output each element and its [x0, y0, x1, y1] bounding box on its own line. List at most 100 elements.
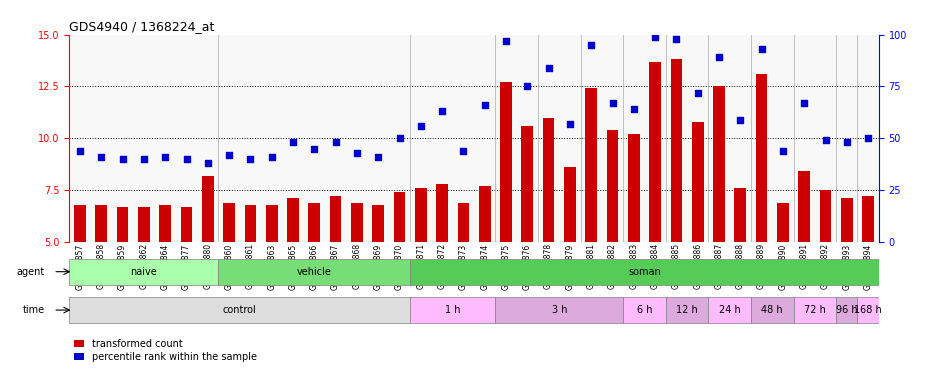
Point — [265, 154, 279, 160]
Text: control: control — [223, 305, 256, 315]
Bar — [798, 171, 810, 242]
Bar — [180, 207, 192, 242]
Bar — [437, 184, 448, 242]
Bar — [373, 205, 384, 242]
Point — [286, 139, 301, 146]
Point — [626, 106, 641, 112]
Point — [499, 38, 513, 44]
Bar — [69, 297, 410, 323]
Bar — [69, 259, 218, 285]
Point — [669, 36, 684, 42]
Bar — [415, 188, 426, 242]
Bar — [666, 297, 709, 323]
Text: soman: soman — [628, 266, 660, 277]
Text: 24 h: 24 h — [719, 305, 741, 315]
Bar — [496, 297, 623, 323]
Bar — [734, 188, 746, 242]
Text: 96 h: 96 h — [836, 305, 857, 315]
Bar — [713, 86, 725, 242]
Text: 48 h: 48 h — [761, 305, 783, 315]
Point — [371, 154, 386, 160]
Bar — [265, 205, 278, 242]
Bar — [777, 202, 789, 242]
Text: time: time — [23, 305, 45, 315]
Bar — [117, 207, 129, 242]
Bar — [218, 259, 410, 285]
Point — [648, 33, 662, 40]
Bar — [329, 196, 341, 242]
Point — [839, 139, 854, 146]
Text: naive: naive — [130, 266, 157, 277]
Point — [94, 154, 109, 160]
Text: GDS4940 / 1368224_at: GDS4940 / 1368224_at — [69, 20, 215, 33]
Point — [818, 137, 833, 143]
Bar — [223, 202, 235, 242]
Point — [350, 150, 364, 156]
Point — [690, 89, 705, 96]
Point — [711, 54, 726, 60]
Point — [456, 147, 471, 154]
Point — [137, 156, 152, 162]
Bar — [607, 130, 619, 242]
Bar — [352, 202, 363, 242]
Point — [222, 152, 237, 158]
Bar — [857, 297, 879, 323]
Bar — [410, 297, 496, 323]
Point — [392, 135, 407, 141]
Bar — [159, 205, 171, 242]
Bar — [410, 259, 879, 285]
Point — [860, 135, 875, 141]
Text: vehicle: vehicle — [297, 266, 332, 277]
Bar — [522, 126, 533, 242]
Bar — [820, 190, 832, 242]
Bar — [287, 199, 299, 242]
Point — [796, 100, 811, 106]
Bar — [138, 207, 150, 242]
Bar — [586, 88, 597, 242]
Point — [775, 147, 790, 154]
Point — [413, 123, 428, 129]
Point — [754, 46, 769, 52]
Point — [201, 160, 216, 166]
Bar — [751, 297, 794, 323]
Bar — [862, 196, 874, 242]
Text: agent: agent — [17, 266, 45, 277]
Bar — [841, 199, 853, 242]
Bar — [756, 74, 768, 242]
Bar — [623, 297, 666, 323]
Bar — [628, 134, 640, 242]
Point — [158, 154, 173, 160]
Point — [179, 156, 194, 162]
Text: 168 h: 168 h — [854, 305, 882, 315]
Point — [605, 100, 620, 106]
Point — [243, 156, 258, 162]
Bar — [794, 297, 836, 323]
Text: 1 h: 1 h — [445, 305, 461, 315]
Bar — [709, 297, 751, 323]
Bar — [836, 297, 857, 323]
Bar — [202, 175, 214, 242]
Point — [584, 42, 598, 48]
Bar — [74, 205, 86, 242]
Point — [541, 65, 556, 71]
Point — [562, 121, 577, 127]
Bar — [308, 202, 320, 242]
Bar — [671, 60, 683, 242]
Bar — [500, 82, 512, 242]
Point — [116, 156, 130, 162]
Point — [328, 139, 343, 146]
Bar — [543, 118, 554, 242]
Text: 72 h: 72 h — [804, 305, 826, 315]
Text: 12 h: 12 h — [676, 305, 698, 315]
Legend: transformed count, percentile rank within the sample: transformed count, percentile rank withi… — [74, 339, 257, 362]
Bar — [649, 61, 661, 242]
Bar — [458, 202, 469, 242]
Bar — [564, 167, 575, 242]
Point — [477, 102, 492, 108]
Point — [435, 108, 450, 114]
Bar — [479, 186, 490, 242]
Bar — [692, 122, 704, 242]
Point — [733, 116, 747, 122]
Bar — [95, 205, 107, 242]
Bar — [394, 192, 405, 242]
